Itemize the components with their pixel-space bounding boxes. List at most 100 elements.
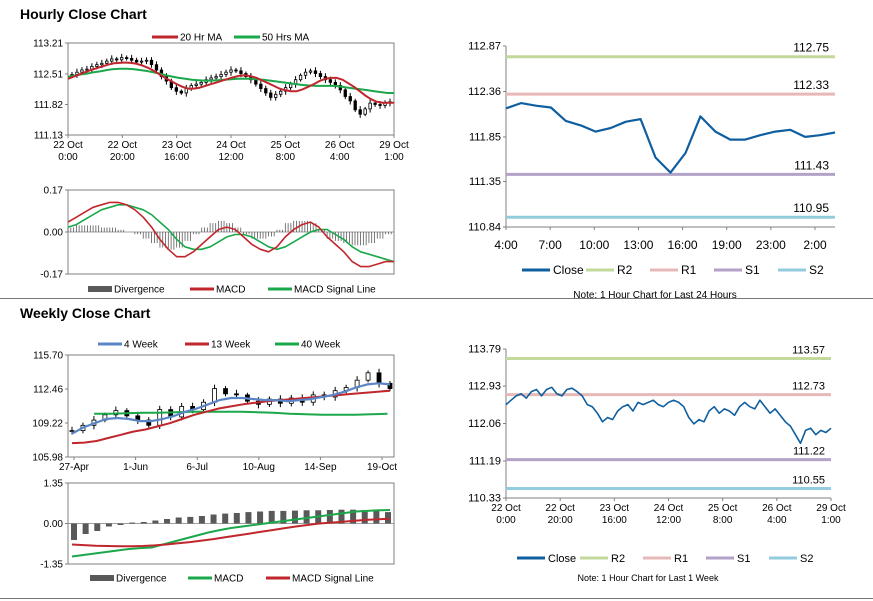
weekly-price-y-label-2: 109.22 [32, 419, 63, 430]
weekly-macd-divergence-bar-1 [82, 523, 89, 534]
weekly-levels-note: Note: 1 Hour Chart for Last 1 Week [578, 573, 719, 583]
hourly-price-y-label-0: 113.21 [33, 39, 63, 50]
hourly-levels-x-label-3: 13:00 [623, 238, 653, 252]
hourly-section-title: Hourly Close Chart [20, 6, 147, 22]
weekly-levels-x-time-5: 4:00 [767, 515, 787, 526]
weekly-price-candle-body-14 [223, 388, 228, 395]
weekly-macd-divergence-bar-4 [117, 523, 124, 525]
weekly-levels-x-date-1: 22 Oct [545, 503, 575, 514]
hourly-levels-x-label-0: 4:00 [494, 238, 518, 252]
weekly-levels-level-r1-label: 112.73 [792, 381, 825, 393]
weekly-macd-y-label-1: 0.00 [44, 519, 64, 530]
hourly-price-candle-body-57 [353, 100, 357, 111]
hourly-price-candle-body-5 [95, 64, 99, 67]
hourly-price-candle-body-16 [149, 59, 154, 66]
weekly-macd-y-label-2: -1.35 [40, 560, 63, 571]
hourly-price-candle-body-12 [129, 58, 134, 61]
weekly-levels-legend-s1-label: S1 [737, 553, 750, 565]
weekly-levels-legend-close-label: Close [548, 553, 576, 565]
hourly-price-candle-body-59 [363, 108, 367, 115]
hourly-levels-y-label-3: 111.35 [469, 176, 501, 188]
weekly-levels-legend-s2-label: S2 [800, 553, 813, 565]
hourly-macd-signal-line [67, 204, 395, 263]
hourly-price-candle-body-26 [199, 81, 203, 85]
hourly-price-candle-body-7 [105, 60, 109, 64]
weekly-price-wk40-line [94, 410, 388, 416]
weekly-price-x-label-2: 6-Jul [186, 462, 208, 473]
weekly-price-legend-wk4-label: 4 Week [124, 340, 159, 351]
weekly-levels-legend-r2-label: R2 [611, 553, 625, 565]
hourly-price-x-date-6: 29 Oct [379, 140, 409, 151]
weekly-levels-x-date-0: 22 Oct [491, 503, 521, 514]
hourly-macd-y-label-0: 0.17 [44, 186, 64, 197]
hourly-levels-level-r2-label: 112.75 [793, 41, 829, 55]
hourly-price-candle-body-37 [254, 79, 258, 85]
hourly-macd-y-label-1: 0.00 [44, 228, 64, 239]
weekly-macd-divergence-bar-6 [140, 522, 147, 524]
hourly-price-candle-body-3 [85, 68, 89, 71]
weekly-macd-divergence-bar-25 [361, 510, 368, 524]
hourly-price-candle-body-58 [358, 109, 362, 115]
weekly-price-y-label-0: 115.70 [33, 351, 63, 362]
hourly-levels-note: Note: 1 Hour Chart for Last 24 Hours [573, 290, 736, 301]
hourly-price-candle-body-25 [194, 83, 198, 86]
hourly-levels-x-label-4: 16:00 [668, 238, 698, 252]
hourly-price-candle-body-30 [219, 74, 223, 78]
weekly-price-candle-body-27 [365, 372, 371, 381]
hourly-price-candle-body-46 [298, 74, 303, 81]
weekly-price-candle-body-0 [69, 430, 75, 432]
hourly-price-candle-body-52 [328, 79, 333, 83]
weekly-macd-divergence-bar-12 [210, 514, 217, 524]
weekly-price-legend-wk40-label: 40 Week [301, 340, 341, 351]
weekly-macd-divergence-bar-3 [105, 523, 112, 527]
hourly-levels-y-label-2: 111.85 [469, 131, 501, 143]
hourly-macd-legend-signal-label: MACD Signal Line [294, 285, 376, 296]
weekly-macd-divergence-bar-7 [152, 520, 159, 524]
hourly-levels-x-label-5: 19:00 [712, 238, 742, 252]
hourly-levels-y-label-1: 112.36 [468, 86, 501, 98]
weekly-price-frame [67, 354, 395, 458]
hourly-levels-level-r1-label: 112.33 [793, 78, 829, 92]
weekly-price-legend-wk13-label: 13 Week [211, 340, 251, 351]
hourly-price-candle-body-33 [234, 69, 238, 72]
hourly-price-candle-body-13 [134, 59, 139, 63]
hourly-macd-legend-divergence-label: Divergence [114, 285, 165, 296]
weekly-price-x-label-0: 27-Apr [59, 462, 90, 473]
hourly-levels-close-line [505, 101, 836, 174]
hourly-price-candle-body-56 [348, 96, 352, 102]
hourly-price-candle-body-38 [259, 83, 263, 89]
hourly-price-candle-body-32 [229, 69, 233, 73]
bottom-divider [0, 598, 873, 599]
weekly-macd-divergence-bar-2 [94, 523, 101, 531]
weekly-macd-legend-signal-label: MACD Signal Line [292, 574, 374, 585]
hourly-levels-x-label-2: 10:00 [579, 238, 609, 252]
weekly-macd-divergence-bar-14 [233, 513, 240, 524]
weekly-levels-y-label-3: 111.19 [469, 455, 501, 467]
hourly-price-legend-ma50-label: 50 Hrs MA [262, 33, 310, 44]
hourly-price-candle-body-22 [179, 90, 183, 94]
hourly-price-candle-body-6 [100, 62, 104, 66]
weekly-macd-divergence-bar-8 [164, 519, 171, 524]
weekly-levels-x-date-2: 23 Oct [600, 503, 630, 514]
hourly-price-candle-body-21 [174, 87, 178, 92]
weekly-levels-x-date-5: 26 Oct [762, 503, 792, 514]
weekly-macd-divergence-bar-9 [175, 517, 182, 524]
weekly-levels-legend-r1-label: R1 [674, 553, 688, 565]
hourly-price-candle-body-49 [313, 70, 318, 74]
weekly-levels-x-time-6: 1:00 [821, 515, 841, 526]
weekly-price-candle-body-15 [234, 393, 239, 396]
hourly-price-candle-body-9 [115, 58, 119, 61]
weekly-price-x-label-3: 10-Aug [243, 462, 275, 473]
weekly-macd-legend-macd-label: MACD [214, 574, 243, 585]
hourly-levels-legend-close-label: Close [553, 263, 584, 277]
weekly-levels-level-s2-label: 110.55 [792, 475, 825, 487]
weekly-macd-divergence-bar-20 [303, 510, 310, 524]
weekly-levels-x-time-3: 12:00 [656, 515, 681, 526]
weekly-levels-close-line [505, 386, 832, 445]
hourly-price-candle-body-44 [288, 83, 293, 89]
hourly-price-x-time-2: 16:00 [164, 152, 189, 163]
weekly-macd-divergence-bar-23 [338, 509, 345, 524]
hourly-price-candle-body-60 [368, 102, 372, 110]
weekly-price-x-label-1: 1-Jun [123, 462, 148, 473]
